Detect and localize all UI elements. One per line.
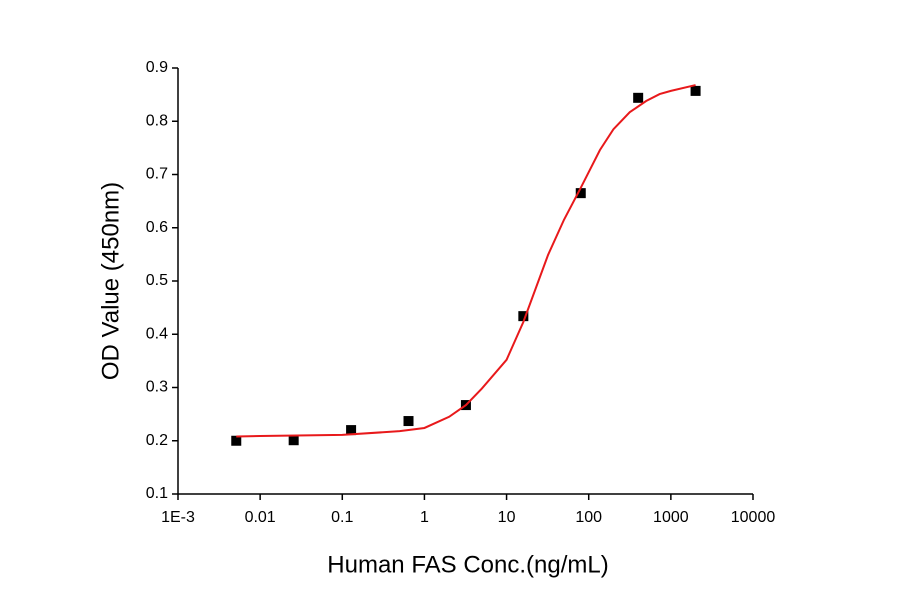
y-tick-label: 0.9 [146, 59, 168, 76]
x-tick-label: 10000 [731, 509, 776, 526]
y-tick-label: 0.3 [146, 379, 168, 396]
x-tick-label: 1 [420, 509, 429, 526]
x-tick-label: 0.1 [331, 509, 353, 526]
data-point [518, 311, 529, 322]
fit-curve [236, 84, 696, 438]
data-point [346, 425, 357, 436]
y-tick-label: 0.5 [146, 272, 168, 289]
data-point [633, 92, 644, 103]
y-tick-label: 0.4 [146, 325, 168, 342]
data-point [231, 435, 242, 446]
data-point [288, 435, 299, 446]
x-tick-label: 10 [498, 509, 516, 526]
y-tick-label: 0.6 [146, 219, 168, 236]
x-tick-label: 100 [575, 509, 602, 526]
y-tick-label: 0.1 [146, 485, 168, 502]
x-tick-label: 0.01 [245, 509, 276, 526]
data-point [690, 85, 701, 96]
data-point [403, 416, 414, 427]
y-axis-title: OD Value (450nm) [97, 182, 124, 380]
data-point [575, 188, 586, 199]
x-tick-label: 1E-3 [161, 509, 195, 526]
x-axis-title: Human FAS Conc.(ng/mL) [327, 551, 608, 578]
y-tick-label: 0.7 [146, 166, 168, 183]
y-tick-label: 0.8 [146, 112, 168, 129]
x-tick-label: 1000 [653, 509, 689, 526]
y-tick-label: 0.2 [146, 432, 168, 449]
